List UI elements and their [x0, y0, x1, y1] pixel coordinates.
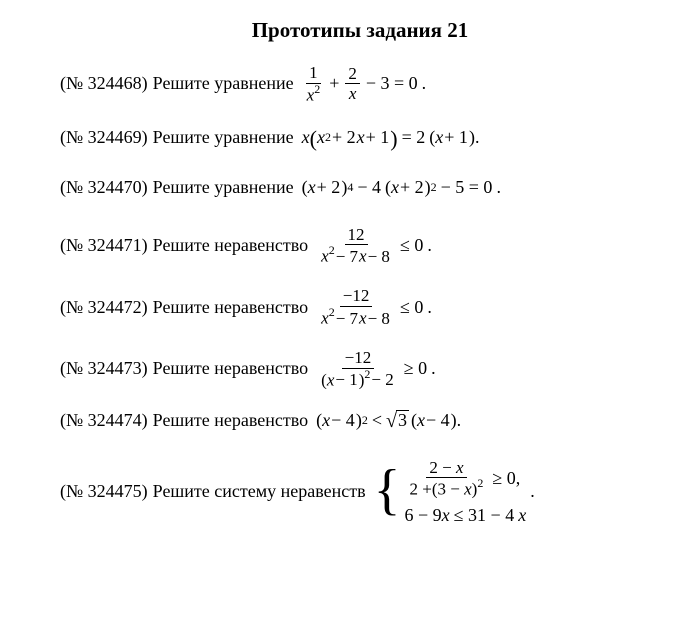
denominator: 2 +(3 − x)2	[407, 478, 487, 499]
denominator: x2− 7x− 8	[318, 245, 394, 266]
inequality: 12 x2− 7x− 8 ≤ 0.	[316, 225, 432, 267]
sqrt: √3	[386, 410, 409, 431]
problem-row: (№ 324468) Решите уравнение 1x2 + 2x − 3…	[60, 63, 660, 105]
problem-row: (№ 324469) Решите уравнение x(x2+ 2x+ 1)…	[60, 125, 660, 151]
problem-text: Решите неравенство	[153, 297, 308, 319]
denominator: x	[346, 84, 360, 104]
problem-number: (№ 324468)	[60, 73, 148, 95]
problem-row: (№ 324473) Решите неравенство −12 (x− 1)…	[60, 348, 660, 390]
problem-text: Решите уравнение	[153, 127, 294, 149]
brace-icon: {	[374, 465, 401, 515]
problem-text: Решите уравнение	[153, 73, 294, 95]
problem-row: (№ 324472) Решите неравенство −12 x2− 7x…	[60, 286, 660, 328]
problem-text: Решите неравенство	[153, 358, 308, 380]
system-row: 2 − x 2 +(3 − x)2 ≥ 0,	[405, 458, 527, 500]
problem-text: Решите неравенство	[153, 410, 308, 432]
problem-text: Решите неравенство	[153, 235, 308, 257]
problem-row: (№ 324470) Решите уравнение (x+ 2)4 − 4(…	[60, 177, 660, 199]
denominator: x2	[304, 84, 324, 105]
denominator: (x− 1)2− 2	[318, 369, 398, 390]
problem-text: Решите систему неравенств	[153, 481, 366, 503]
numerator: 2	[345, 64, 360, 85]
problem-text: Решите уравнение	[153, 177, 294, 199]
problem-number: (№ 324474)	[60, 410, 148, 432]
problem-number: (№ 324475)	[60, 481, 148, 503]
numerator: 2 − x	[426, 458, 466, 479]
inequality: (x− 4)2 < √3 (x− 4).	[316, 410, 461, 432]
problem-number: (№ 324470)	[60, 177, 148, 199]
problem-number: (№ 324471)	[60, 235, 148, 257]
inequality: −12 (x− 1)2− 2 ≥ 0.	[316, 348, 435, 390]
inequality: −12 x2− 7x− 8 ≤ 0.	[316, 286, 432, 328]
system: { 2 − x 2 +(3 − x)2 ≥ 0, 6 − 9x≤ 31 − 4x	[374, 458, 527, 527]
equation: 1x2 + 2x − 3 = 0.	[302, 63, 427, 105]
system-row: 6 − 9x≤ 31 − 4x	[405, 505, 527, 527]
numerator: 1	[306, 63, 321, 84]
denominator: x2− 7x− 8	[318, 307, 394, 328]
numerator: −12	[342, 348, 375, 369]
problem-number: (№ 324473)	[60, 358, 148, 380]
equation: (x+ 2)4 − 4(x+ 2)2 − 5 = 0.	[302, 177, 501, 199]
problem-number: (№ 324469)	[60, 127, 148, 149]
problem-row: (№ 324474) Решите неравенство (x− 4)2 < …	[60, 410, 660, 432]
numerator: 12	[345, 225, 368, 246]
problem-row: (№ 324471) Решите неравенство 12 x2− 7x−…	[60, 225, 660, 267]
problem-number: (№ 324472)	[60, 297, 148, 319]
problem-row: (№ 324475) Решите систему неравенств { 2…	[60, 458, 660, 527]
equation: x(x2+ 2x+ 1) = 2(x+ 1).	[302, 125, 480, 151]
page-title: Прототипы задания 21	[60, 18, 660, 43]
numerator: −12	[340, 286, 373, 307]
